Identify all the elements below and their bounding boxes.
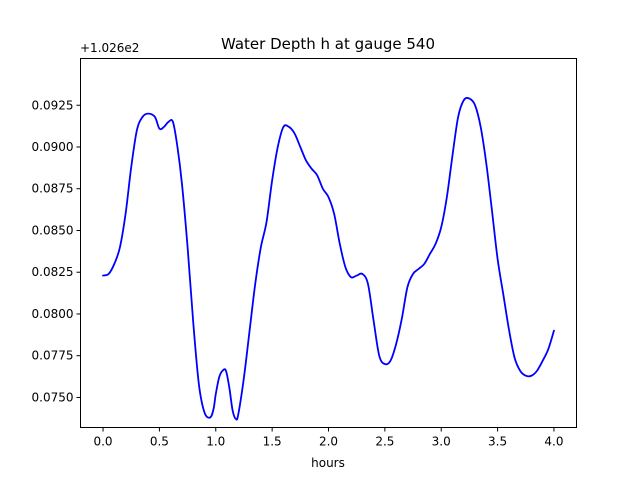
y-tick-label: 0.0800 <box>32 307 74 321</box>
y-tick-label: 0.0775 <box>32 349 74 363</box>
y-tick-label: 0.0925 <box>32 98 74 112</box>
y-tick-label: 0.0900 <box>32 140 74 154</box>
x-tick-label: 3.0 <box>432 435 451 449</box>
y-axis: 0.0750 0.0775 0.0800 0.0825 0.0850 0.0875 0.09… <box>32 98 81 404</box>
plot-frame <box>80 58 577 428</box>
y-offset-label: +1.026e2 <box>80 41 139 55</box>
y-tick-label: 0.0750 <box>32 390 74 404</box>
x-tick-label: 2.0 <box>319 435 338 449</box>
water-depth-line <box>102 97 555 421</box>
x-tick-label: 0.0 <box>93 435 112 449</box>
plot-area <box>102 97 555 421</box>
x-axis-label: hours <box>311 456 345 470</box>
x-tick-label: 1.5 <box>263 435 282 449</box>
x-tick-label: 4.0 <box>544 435 563 449</box>
x-axis: 0.0 0.5 1.0 1.5 2.0 2.5 3.0 3.5 4.0 <box>93 427 564 449</box>
x-tick-label: 1.0 <box>206 435 225 449</box>
x-tick-label: 0.5 <box>150 435 169 449</box>
y-tick-label: 0.0825 <box>32 265 74 279</box>
y-tick-label: 0.0875 <box>32 182 74 196</box>
x-tick-label: 3.5 <box>488 435 507 449</box>
chart-title: Water Depth h at gauge 540 <box>221 35 435 53</box>
y-tick-label: 0.0850 <box>32 223 74 237</box>
x-tick-label: 2.5 <box>375 435 394 449</box>
